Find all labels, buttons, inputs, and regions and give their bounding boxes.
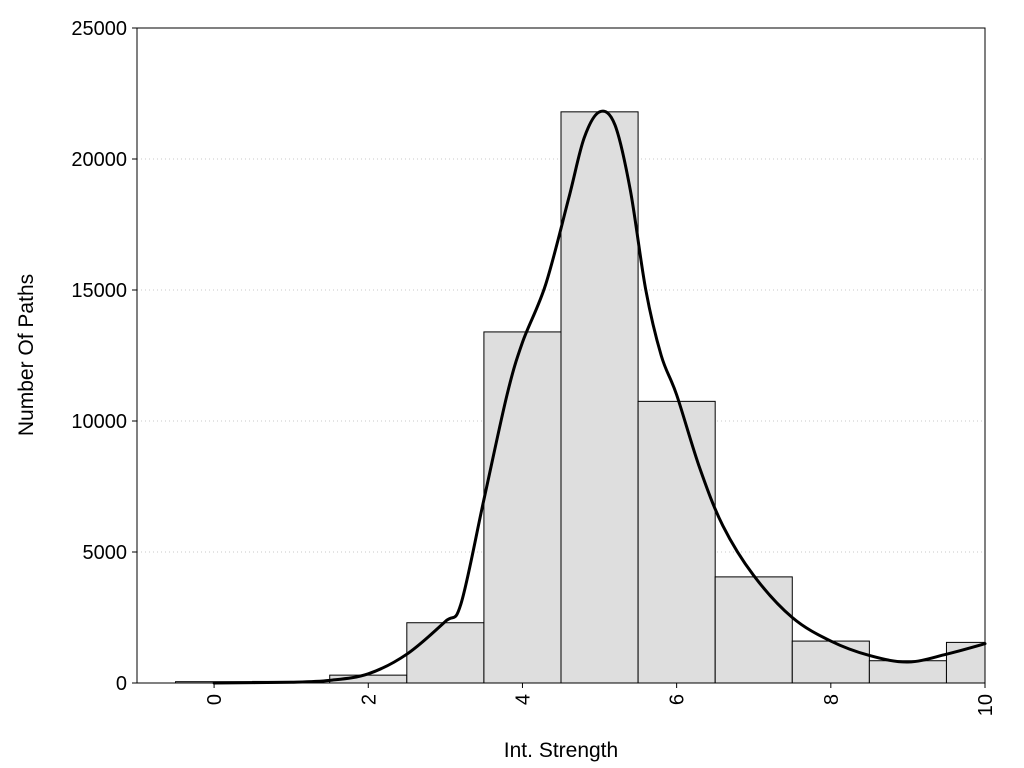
x-tick-label: 10: [975, 694, 997, 716]
x-axis-title: Int. Strength: [504, 739, 618, 762]
y-tick-label: 15000: [71, 280, 127, 302]
y-axis-ticks: 0 5000 10000 15000 20000 25000: [71, 18, 137, 695]
x-tick-label: 4: [512, 694, 534, 705]
x-tick-label: 0: [204, 694, 226, 705]
bar: [406, 622, 485, 684]
y-tick-label: 0: [116, 673, 127, 695]
bar: [791, 640, 870, 684]
x-tick-label: 2: [358, 694, 380, 705]
y-tick-label: 5000: [83, 542, 128, 564]
bar: [868, 660, 947, 684]
density-curve: [212, 109, 987, 685]
y-tick-label: 20000: [71, 149, 127, 171]
bar: [714, 576, 793, 684]
bars: [175, 111, 986, 684]
plot-frame: [136, 27, 986, 684]
bar: [560, 111, 639, 684]
bar: [637, 400, 716, 684]
y-axis-title: Number Of Paths: [15, 274, 38, 436]
x-tick-label: 8: [821, 694, 843, 705]
x-axis-ticks: 0 2 4 6 8 10: [204, 683, 997, 716]
bar: [483, 331, 562, 684]
y-tick-label: 10000: [71, 411, 127, 433]
curve-line: [212, 109, 987, 685]
bar: [945, 641, 986, 684]
y-tick-label: 25000: [71, 18, 127, 40]
x-tick-label: 6: [667, 694, 689, 705]
